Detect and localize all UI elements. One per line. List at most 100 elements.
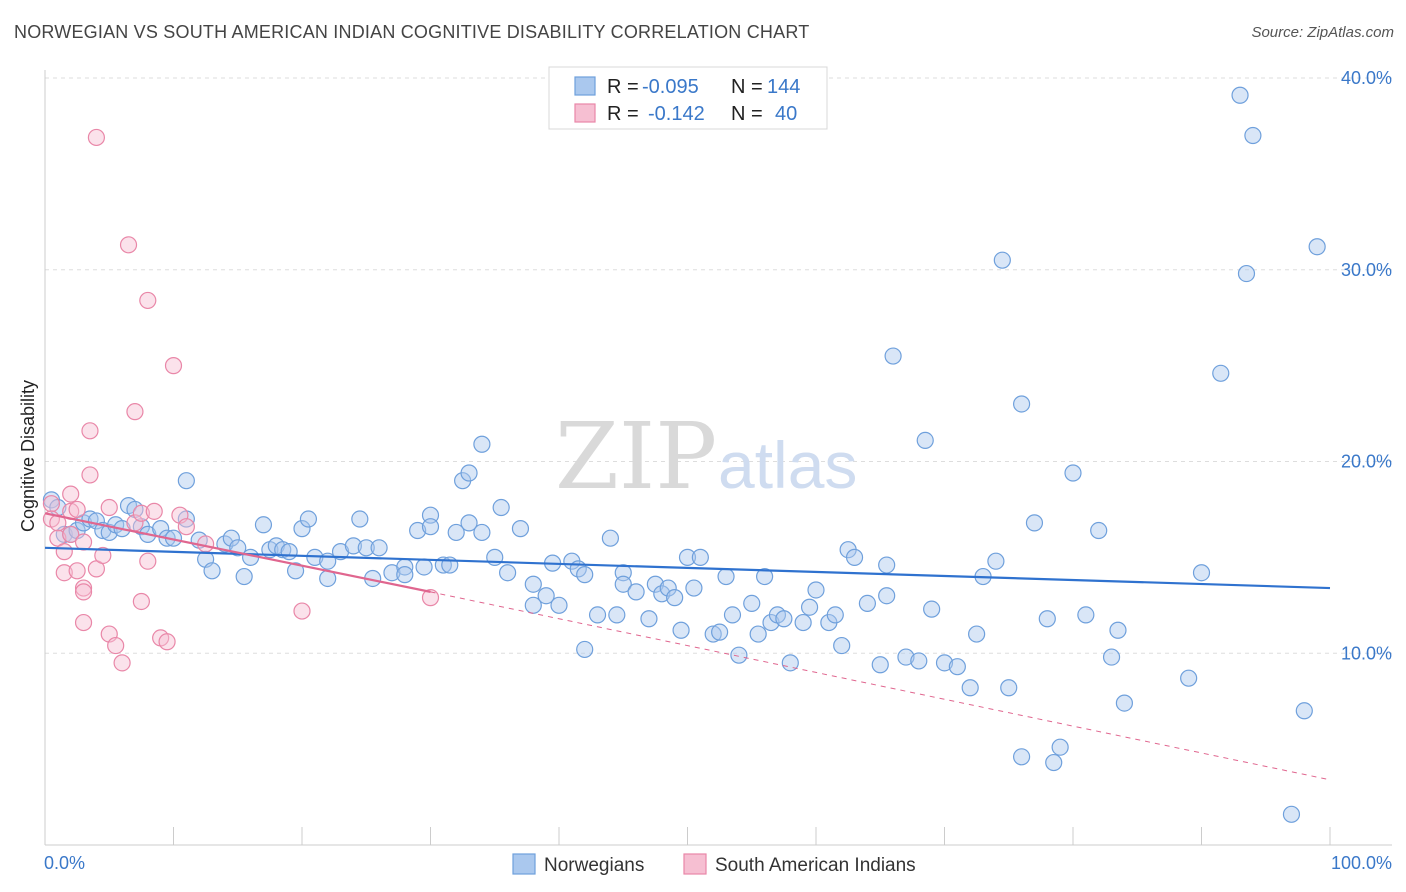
norwegians-point (524, 596, 542, 614)
norwegians-point (1051, 738, 1069, 756)
norwegians-point (460, 514, 478, 532)
south-american-indians-point (62, 485, 80, 503)
norwegians-point (723, 606, 742, 624)
data-points (42, 86, 1326, 823)
bottom-legend: Norwegians South American Indians (512, 853, 916, 876)
norwegians-point (177, 472, 195, 490)
norwegians-point (537, 587, 555, 605)
stats-n-label: N = (731, 103, 763, 125)
norwegians-point (781, 654, 799, 672)
norwegians-point (1077, 606, 1095, 624)
axes (44, 70, 1392, 846)
norwegians-point (711, 623, 729, 641)
norwegians-point (524, 575, 542, 593)
norwegians-point (203, 562, 221, 580)
norwegians-point (987, 552, 1005, 570)
trend-lines (44, 512, 1331, 781)
stats-r-label: R = (607, 76, 639, 98)
x-tick-label-max: 100.0% (1331, 853, 1392, 873)
norwegians-point (743, 594, 761, 612)
norwegians-point (254, 516, 273, 534)
stats-n-value: 144 (767, 76, 800, 98)
south-american-indians-point (293, 602, 311, 620)
south-american-indians-point (81, 422, 99, 440)
south-american-indians-point (74, 533, 93, 551)
norwegians-point (588, 606, 607, 624)
norwegians-point (274, 541, 292, 559)
south-american-indians-point (132, 504, 150, 522)
norwegians-point (1012, 748, 1031, 766)
norwegians-point (1212, 364, 1230, 382)
norwegians-point (1090, 521, 1108, 540)
norwegians-point (1012, 395, 1031, 413)
norwegians-point (993, 251, 1011, 269)
norwegians-point (344, 537, 362, 555)
norwegians-point (421, 518, 440, 536)
norwegians-point (685, 579, 703, 597)
y-tick-label: 20.0% (1341, 452, 1392, 472)
norwegians-point (299, 510, 318, 528)
norwegians-point (858, 594, 877, 612)
norwegians-point (415, 558, 433, 576)
norwegians-point (222, 529, 240, 547)
norwegians-point (396, 566, 414, 584)
south-american-indians-point (68, 562, 86, 580)
norwegians-point (1295, 702, 1313, 720)
norwegians-point (1282, 805, 1301, 823)
south-american-indians-point (107, 636, 125, 655)
south-american-indians-point (126, 403, 144, 421)
south-american-indians-point (100, 498, 118, 517)
norwegians-point (576, 566, 594, 584)
norwegians-point (910, 652, 928, 670)
south-american-indians-point (119, 236, 138, 254)
stats-legend-swatch-pink (574, 103, 596, 123)
south-american-indians-point (132, 592, 150, 611)
norwegians-point (460, 464, 478, 482)
norwegians-point (653, 585, 671, 603)
south-american-indians-point (94, 546, 112, 565)
chart-title: NORWEGIAN VS SOUTH AMERICAN INDIAN COGNI… (14, 22, 810, 42)
y-tick-label: 40.0% (1341, 68, 1392, 88)
norwegians-point (704, 625, 722, 643)
south-american-indians-point (158, 633, 176, 651)
norwegians-point (968, 625, 986, 643)
y-axis-label: Cognitive Disability (18, 380, 38, 532)
norwegians-point (1244, 126, 1262, 145)
norwegians-point (826, 606, 844, 624)
norwegians-point (691, 548, 709, 566)
watermark-atlas: atlas (718, 428, 857, 502)
south-american-indians-point (81, 466, 99, 484)
south-american-indians-point (68, 500, 86, 519)
norwegians-point (659, 579, 677, 597)
norwegians-point (550, 596, 568, 614)
norwegians-point (678, 548, 697, 566)
legend-swatch-norwegians (512, 853, 536, 875)
norwegians-point (923, 600, 941, 618)
south-american-indians-point (74, 583, 93, 601)
norwegians-point (1102, 648, 1121, 666)
norwegians-point (878, 556, 896, 574)
south-american-indians-point (74, 579, 93, 597)
norwegians-point (755, 567, 774, 586)
norwegians-point (1115, 694, 1134, 712)
norwegians-point (884, 347, 902, 365)
stats-r-value: -0.142 (648, 103, 705, 125)
norwegians-point (1308, 238, 1326, 256)
gridlines (45, 77, 1392, 654)
norwegians-point (800, 598, 819, 616)
south-american-indians-point (113, 654, 131, 672)
norwegians-point (280, 543, 298, 561)
norwegians-point (1180, 669, 1198, 687)
south-american-indians-trend-line (44, 512, 431, 593)
stats-n-value: 40 (775, 103, 797, 125)
norwegians-trend-line (44, 546, 1331, 590)
norwegians-point (845, 548, 864, 566)
norwegians-point (1064, 464, 1082, 482)
norwegians-point (409, 521, 427, 540)
norwegians-point (878, 587, 896, 605)
norwegians-point (1025, 514, 1044, 532)
norwegians-point (447, 523, 465, 542)
south-american-indians-point (62, 525, 80, 543)
legend-swatch-south-american-indians (683, 853, 707, 875)
